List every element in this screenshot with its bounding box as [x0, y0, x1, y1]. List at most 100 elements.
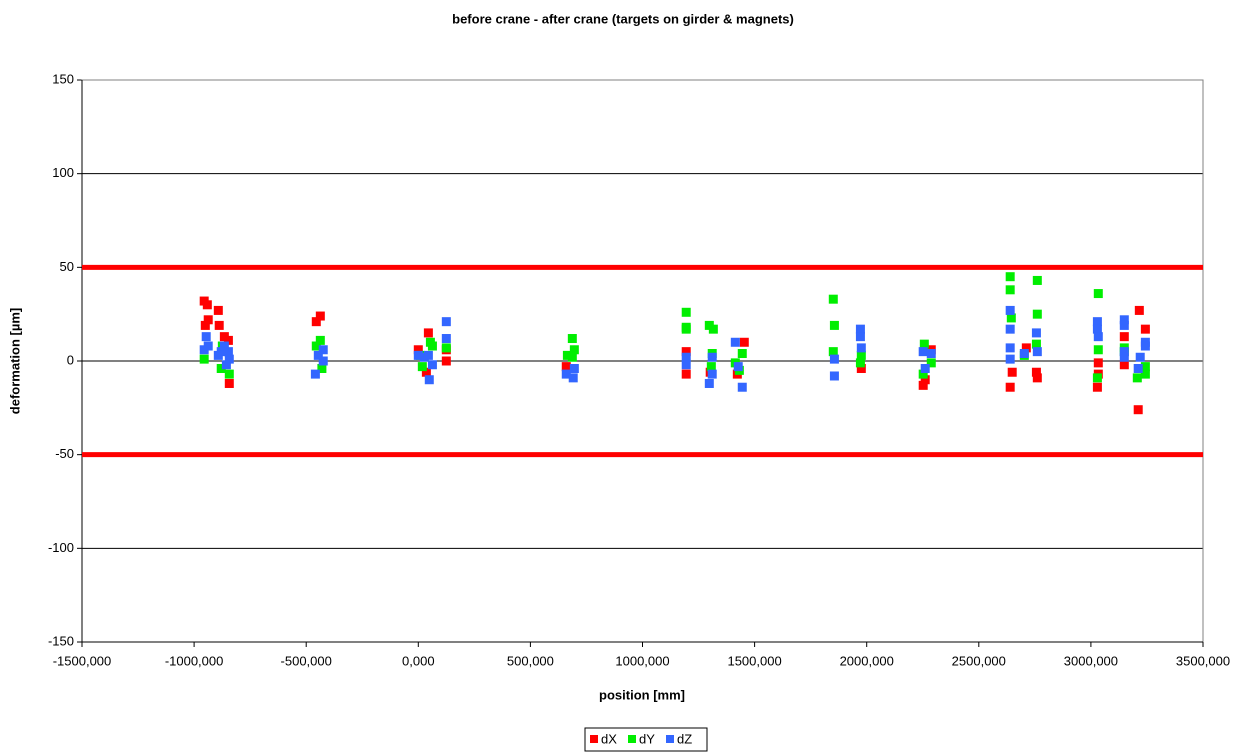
point — [1032, 275, 1042, 285]
point — [704, 378, 714, 388]
point — [199, 354, 209, 364]
point — [1119, 347, 1129, 357]
y-tick-label: -50 — [55, 446, 74, 461]
point — [423, 328, 433, 338]
point — [1005, 354, 1015, 364]
point — [221, 360, 231, 370]
point — [856, 350, 866, 360]
point — [427, 360, 437, 370]
point — [681, 324, 691, 334]
y-tick-label: 100 — [52, 165, 74, 180]
point — [1031, 367, 1041, 377]
point — [441, 334, 451, 344]
point — [1005, 305, 1015, 315]
point — [855, 332, 865, 342]
point — [681, 347, 691, 357]
chart-title: before crane - after crane (targets on g… — [452, 11, 794, 26]
point — [1006, 313, 1016, 323]
y-axis-label: deformation [µm] — [7, 308, 22, 414]
point — [920, 375, 930, 385]
point — [214, 320, 224, 330]
point — [829, 371, 839, 381]
point — [681, 360, 691, 370]
point — [424, 375, 434, 385]
point — [216, 363, 226, 373]
legend-label: dY — [639, 731, 655, 746]
point — [568, 373, 578, 383]
point — [203, 341, 213, 351]
point — [313, 350, 323, 360]
point — [707, 369, 717, 379]
point — [1005, 343, 1015, 353]
point — [828, 347, 838, 357]
point — [223, 335, 233, 345]
y-tick-label: 150 — [52, 71, 74, 86]
point — [1032, 347, 1042, 357]
point — [1092, 324, 1102, 334]
point — [1092, 382, 1102, 392]
point — [737, 382, 747, 392]
point — [926, 358, 936, 368]
point — [1032, 309, 1042, 319]
y-tick-label: 50 — [60, 259, 74, 274]
point — [1093, 345, 1103, 355]
x-axis-label: position [mm] — [599, 687, 685, 702]
x-tick-label: 1000,000 — [615, 653, 669, 668]
point — [1133, 363, 1143, 373]
point — [733, 362, 743, 372]
point — [224, 378, 234, 388]
point — [1140, 362, 1150, 372]
point — [1031, 328, 1041, 338]
point — [567, 352, 577, 362]
point — [855, 358, 865, 368]
point — [318, 345, 328, 355]
point — [423, 350, 433, 360]
point — [1019, 349, 1029, 359]
legend-swatch — [666, 735, 674, 743]
point — [1119, 315, 1129, 325]
point — [918, 369, 928, 379]
x-tick-label: -1500,000 — [53, 653, 112, 668]
point — [569, 363, 579, 373]
point — [855, 324, 865, 334]
point — [681, 369, 691, 379]
x-tick-label: 2500,000 — [952, 653, 1006, 668]
point — [1021, 343, 1031, 353]
x-tick-label: 1500,000 — [727, 653, 781, 668]
legend-box — [584, 727, 708, 752]
point — [1005, 324, 1015, 334]
point — [730, 337, 740, 347]
point — [1140, 369, 1150, 379]
point — [737, 349, 747, 359]
point — [1119, 352, 1129, 362]
point — [920, 363, 930, 373]
point — [413, 345, 423, 355]
point — [223, 347, 233, 357]
point — [828, 294, 838, 304]
point — [856, 343, 866, 353]
point — [1119, 332, 1129, 342]
point — [1005, 272, 1015, 282]
point — [706, 362, 716, 372]
point — [707, 352, 717, 362]
point — [918, 380, 928, 390]
point — [1005, 382, 1015, 392]
point — [427, 341, 437, 351]
point — [1134, 305, 1144, 315]
x-tick-label: 0,000 — [402, 653, 435, 668]
point — [1032, 373, 1042, 383]
x-tick-label: 500,000 — [507, 653, 554, 668]
point — [1119, 320, 1129, 330]
point — [1093, 332, 1103, 342]
point — [311, 341, 321, 351]
y-tick-label: -150 — [48, 633, 74, 648]
point — [311, 317, 321, 327]
point — [421, 367, 431, 377]
point — [561, 369, 571, 379]
point — [200, 320, 210, 330]
legend-label: dZ — [677, 731, 692, 746]
x-tick-label: 3000,000 — [1064, 653, 1118, 668]
point — [441, 343, 451, 353]
